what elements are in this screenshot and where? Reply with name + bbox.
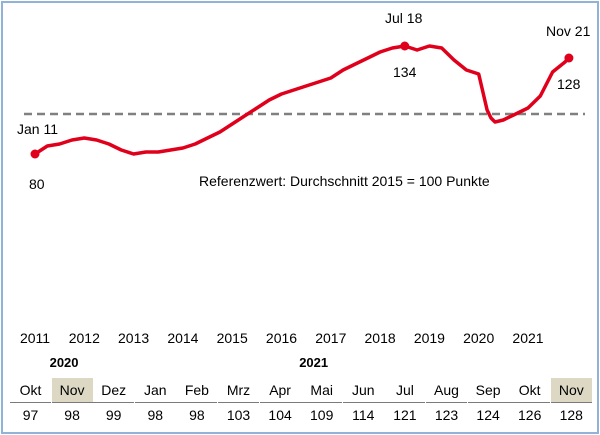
month-value: 98 [51,402,93,427]
month-value: 128 [550,402,592,427]
end-point [564,53,574,63]
month-label: Mrz [226,382,251,398]
table-cell: Feb 98 [176,378,218,428]
x-tick-2016: 2016 [266,330,297,346]
month-label: Nov [550,378,592,402]
month-value: 97 [10,402,51,427]
peak-label: Jul 18 [385,10,423,26]
table-cell: Mrz 103 [218,378,259,428]
line-chart: Jan 11 80 Jul 18 134 Nov 21 128 Referenz… [17,10,591,346]
year-row: 2020 2021 [10,355,592,377]
end-label: Nov 21 [546,23,591,39]
month-label: Feb [184,382,209,398]
reference-caption: Referenzwert: Durchschnitt 2015 = 100 Pu… [199,173,490,189]
table-cell: Jan 98 [134,378,176,428]
month-value: 124 [467,402,509,427]
x-tick-2012: 2012 [69,330,100,346]
month-value: 103 [218,402,259,427]
end-value: 128 [557,76,581,92]
start-point [30,149,40,159]
month-value: 121 [384,402,426,427]
month-value: 126 [509,402,551,427]
peak-value: 134 [393,64,417,80]
x-tick-2013: 2013 [118,330,149,346]
month-value: 98 [134,402,176,427]
table-cell: Nov 98 [51,378,93,428]
month-value: 114 [342,402,384,427]
month-label: Okt [518,382,541,398]
start-label: Jan 11 [17,121,58,137]
month-value: 98 [176,402,218,427]
x-axis-tick-labels: 2011 2012 2013 2014 2015 2016 2017 2018 2019 2020… [20,330,544,346]
x-tick-2014: 2014 [167,330,198,346]
table-cell: Dez 99 [93,378,135,428]
month-label: Dez [101,382,127,398]
x-tick-2020: 2020 [463,330,494,346]
month-label: Aug [434,382,459,398]
series-line [34,44,571,156]
year-label-2021: 2021 [299,355,329,370]
table-cell: Jul 121 [384,378,426,428]
month-label: Okt [19,382,42,398]
month-label: Jan [144,382,167,398]
x-tick-2019: 2019 [414,330,445,346]
start-value: 80 [29,176,45,192]
x-tick-2015: 2015 [217,330,248,346]
month-label: Mai [310,382,333,398]
table-cell: Nov 128 [550,378,592,428]
month-value: 123 [426,402,467,427]
table-cell: Aug 123 [426,378,467,428]
month-label: Sep [475,382,501,398]
monthly-values-table: Okt 97 Nov 98 Dez 99 Jan 98 Feb 98 Mrz 103 Apr 104 Mai… [10,378,592,428]
table-cell: Apr 104 [259,378,301,428]
month-value: 104 [259,402,301,427]
table-cell: Mai 109 [301,378,343,428]
month-value: 109 [301,402,343,427]
month-label: Jun [352,382,375,398]
table-cell: Okt 97 [10,378,51,428]
month-label: Jul [395,382,414,398]
x-tick-2018: 2018 [365,330,396,346]
month-label: Nov [51,378,93,402]
month-label: Apr [269,382,291,398]
x-tick-2017: 2017 [315,330,346,346]
table-cell: Sep 124 [467,378,509,428]
peak-point [400,41,410,51]
month-value: 99 [93,402,135,427]
x-tick-2021: 2021 [512,330,543,346]
year-label-2020: 2020 [49,355,79,370]
table-cell: Jun 114 [342,378,384,428]
table-cell: Okt 126 [509,378,551,428]
x-tick-2011: 2011 [20,330,50,346]
